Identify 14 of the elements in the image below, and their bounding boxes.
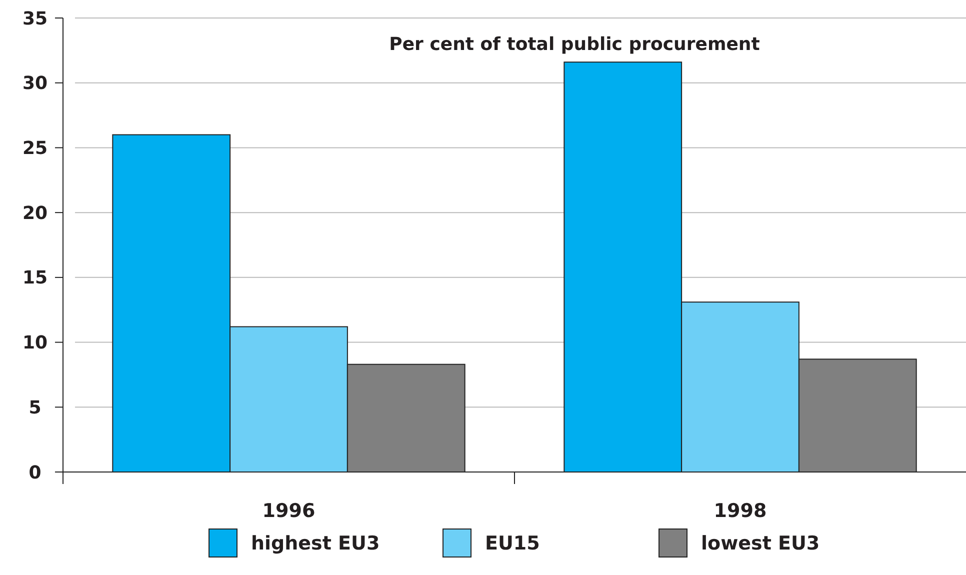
text: Per cent of total public procurement xyxy=(389,34,760,55)
legend-label: EU15 xyxy=(485,532,540,555)
x-tick-label: 1996 xyxy=(262,500,316,522)
legend-label: lowest EU3 xyxy=(701,532,820,555)
y-tick-label: 30 xyxy=(22,73,48,94)
y-tick-label: 15 xyxy=(22,268,48,289)
y-tick-label: 25 xyxy=(22,138,48,160)
y-tick-label: 35 xyxy=(22,8,48,30)
y-tick-label: 10 xyxy=(22,332,48,354)
y-tick-label: 0 xyxy=(28,462,42,484)
y-tick-label: 20 xyxy=(22,202,48,224)
y-tick-label: 5 xyxy=(28,397,42,418)
x-tick-label: 1998 xyxy=(714,500,767,522)
legend-label: highest EU3 xyxy=(251,532,380,555)
